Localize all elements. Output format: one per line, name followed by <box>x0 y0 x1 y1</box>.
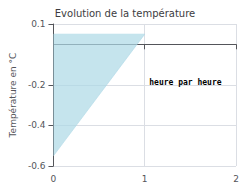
svg-text:2: 2 <box>233 174 239 184</box>
svg-text:-0.4: -0.4 <box>28 120 46 130</box>
svg-text:Température en °C: Température en °C <box>8 53 18 139</box>
svg-text:heure par heure: heure par heure <box>149 78 221 87</box>
svg-text:0: 0 <box>51 174 57 184</box>
svg-text:0.1: 0.1 <box>31 19 45 29</box>
svg-text:-0.6: -0.6 <box>28 161 46 171</box>
svg-text:-0.2: -0.2 <box>28 80 46 90</box>
svg-text:1: 1 <box>142 174 148 184</box>
svg-text:Evolution de la température: Evolution de la température <box>55 8 195 19</box>
